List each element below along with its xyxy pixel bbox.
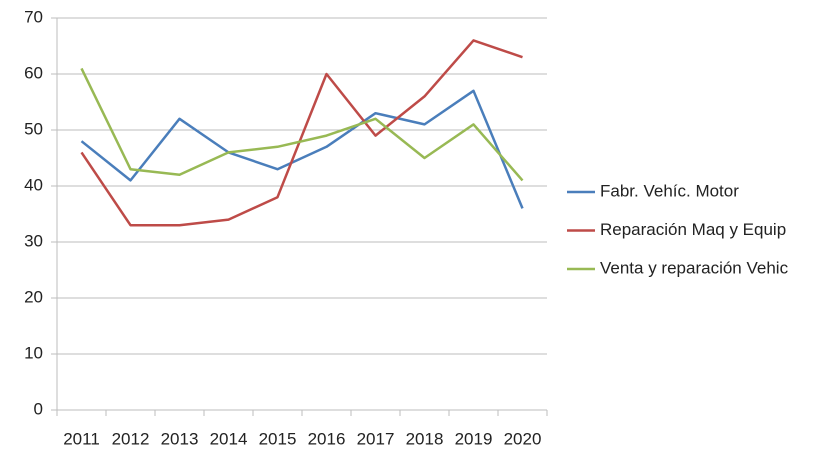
x-tick-label: 2014 bbox=[210, 429, 248, 448]
y-tick-label: 0 bbox=[34, 399, 43, 418]
legend-label: Reparación Maq y Equip bbox=[600, 220, 786, 239]
series-line bbox=[80, 67, 524, 182]
y-tick-label: 10 bbox=[24, 343, 43, 362]
y-tick-label: 20 bbox=[24, 287, 43, 306]
y-tick-label: 40 bbox=[24, 175, 43, 194]
x-tick-label: 2012 bbox=[112, 429, 150, 448]
series-line bbox=[80, 89, 524, 209]
x-tick-label: 2017 bbox=[357, 429, 395, 448]
y-tick-label: 70 bbox=[24, 7, 43, 26]
y-tick-label: 50 bbox=[24, 119, 43, 138]
x-tick-label: 2011 bbox=[63, 429, 100, 448]
legend-label: Venta y reparación Vehic bbox=[600, 258, 789, 277]
y-tick-label: 30 bbox=[24, 231, 43, 250]
series-line bbox=[80, 39, 523, 227]
x-tick-label: 2019 bbox=[455, 429, 493, 448]
x-tick-label: 2013 bbox=[161, 429, 199, 448]
x-tick-label: 2020 bbox=[504, 429, 542, 448]
x-tick-label: 2015 bbox=[259, 429, 297, 448]
legend-label: Fabr. Vehíc. Motor bbox=[600, 181, 739, 200]
x-tick-label: 2018 bbox=[406, 429, 444, 448]
y-tick-label: 60 bbox=[24, 63, 43, 82]
x-tick-label: 2016 bbox=[308, 429, 346, 448]
